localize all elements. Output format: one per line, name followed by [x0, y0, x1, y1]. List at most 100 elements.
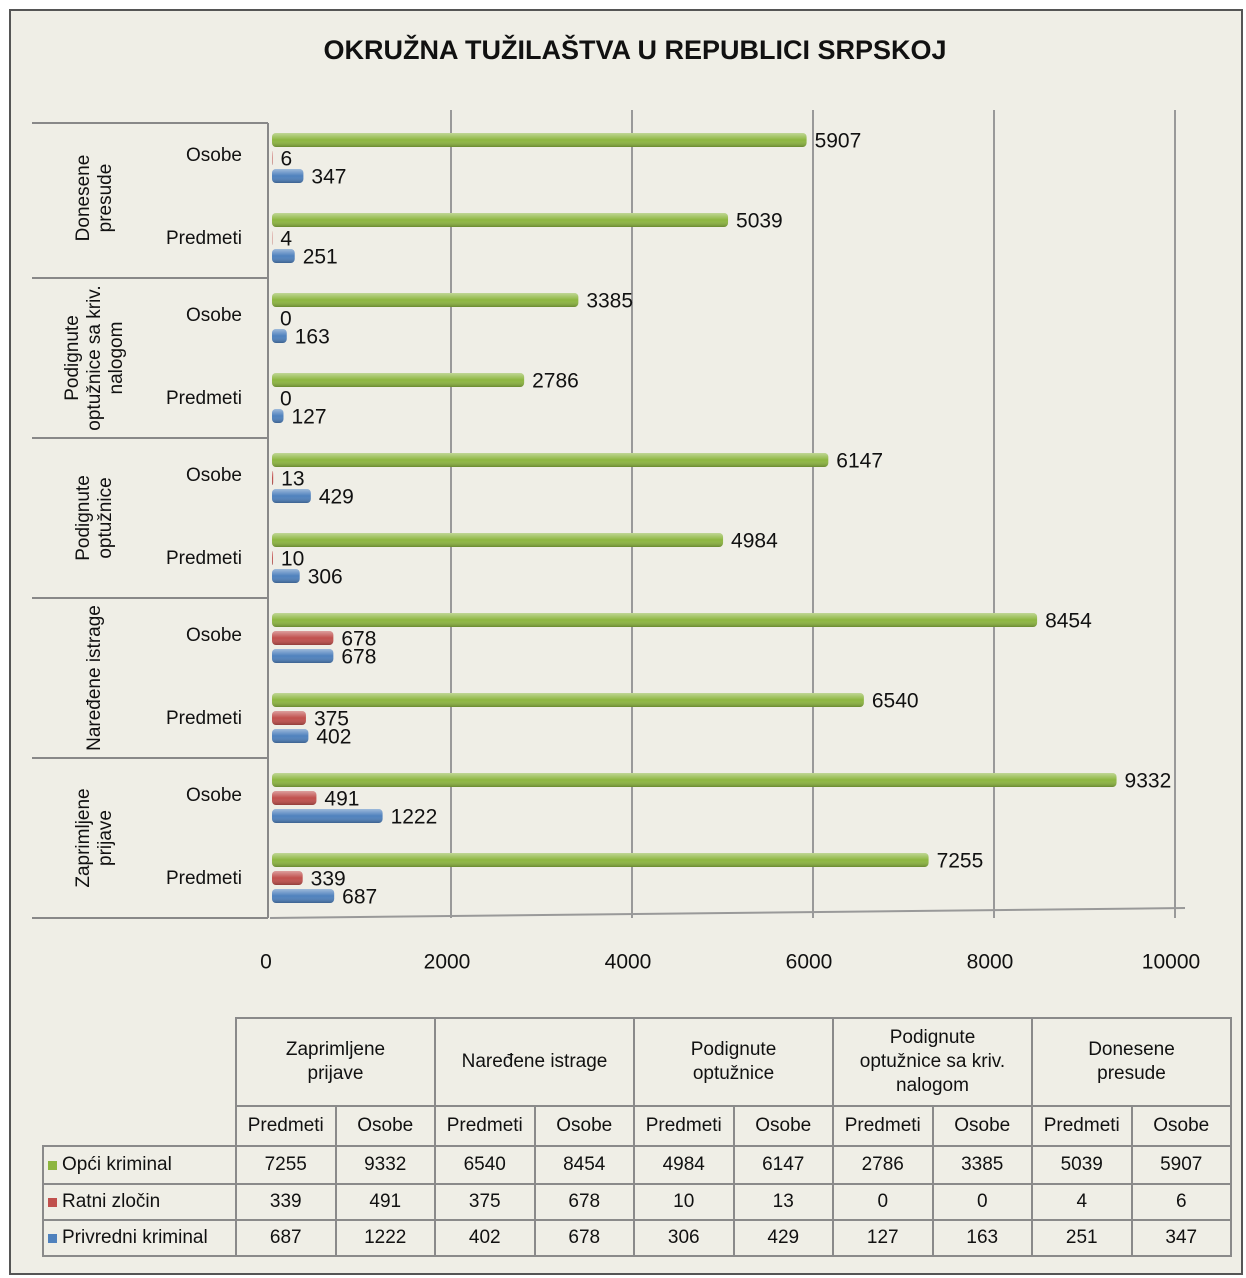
table-value: 9332: [334, 1145, 436, 1185]
table-value: 0: [832, 1183, 934, 1221]
category-label: Predmeti: [166, 548, 242, 569]
bar-shade: [272, 809, 383, 823]
bar-shade: [272, 471, 274, 485]
bar-shade: [272, 293, 579, 307]
bar-shade: [272, 249, 295, 263]
category-label: Osobe: [186, 305, 242, 326]
x-tick-label: 10000: [1142, 951, 1200, 974]
bar-shade: [272, 853, 929, 867]
table-row: Zaprimljene prijave Naređene istrage Podig…: [43, 1017, 1232, 1107]
legend-swatch: [48, 1234, 57, 1243]
x-axis-floor: [269, 907, 1186, 919]
table-value: 10: [633, 1183, 735, 1221]
data-label: 4: [280, 228, 292, 251]
table-sub-header: Predmeti: [1031, 1105, 1133, 1147]
group-label: Naređene istrage: [84, 605, 105, 751]
x-tick-label: 0: [260, 951, 272, 974]
bar-shade: [272, 533, 724, 547]
data-label: 7255: [937, 850, 984, 873]
data-table: Zaprimljene prijave Naređene istrage Podig…: [42, 1017, 1232, 1257]
table-group-header-text: Podignute optužnice sa kriv. nalogom: [859, 1027, 1006, 1096]
bar-shade: [272, 693, 864, 707]
table-value: 7255: [235, 1145, 337, 1185]
x-tick-label: 4000: [605, 951, 652, 974]
bar-shade: [272, 329, 287, 343]
bar-shade: [272, 791, 317, 805]
bar-shade: [272, 631, 334, 645]
bar-shade: [272, 551, 273, 565]
legend-cell: Opći kriminal: [42, 1145, 237, 1185]
table-sub-header: Osobe: [334, 1105, 436, 1147]
x-tick-label: 8000: [967, 951, 1014, 974]
category-label: Predmeti: [166, 868, 242, 889]
table-value: 347: [1130, 1219, 1232, 1257]
bar-shade: [272, 373, 525, 387]
table-value: 251: [1031, 1219, 1133, 1257]
table-group-header-text: Podignute optužnice: [690, 1039, 777, 1084]
table-row: Opći kriminal 7255 9332 6540 8454 4984 6147 278…: [42, 1145, 1232, 1185]
table-sub-header: Predmeti: [633, 1105, 735, 1147]
legend-swatch: [48, 1198, 57, 1207]
table-value: 127: [832, 1219, 934, 1257]
table-value: 5907: [1130, 1145, 1232, 1185]
bar-shade: [272, 871, 303, 885]
data-label: 687: [342, 886, 377, 909]
blank-cell: [43, 1106, 236, 1146]
table-value: 4984: [633, 1145, 735, 1185]
table-value: 0: [931, 1183, 1033, 1221]
data-label: 339: [311, 868, 346, 891]
table-value: 491: [334, 1183, 436, 1221]
legend-cell: Privredni kriminal: [42, 1219, 237, 1257]
bar-shade: [272, 453, 829, 467]
table-sub-header: Osobe: [732, 1105, 834, 1147]
data-label: 4984: [731, 530, 778, 553]
table-value: 2786: [832, 1145, 934, 1185]
group-label: Donesene presude: [73, 154, 116, 242]
category-label: Predmeti: [166, 708, 242, 729]
category-label: Osobe: [186, 625, 242, 646]
chart-title: OKRUŽNA TUŽILAŠTVA U REPUBLICI SRPSKOJ: [323, 34, 946, 65]
table-value: 402: [434, 1219, 536, 1257]
table-group-header-text: Naređene istrage: [461, 1051, 608, 1072]
table-value: 8454: [533, 1145, 635, 1185]
group-label: Podignute optužnice sa kriv. nalogom: [62, 285, 127, 431]
table-value: 339: [235, 1183, 337, 1221]
data-label: 251: [303, 246, 338, 269]
data-label: 678: [341, 628, 376, 651]
data-label: 5039: [736, 210, 783, 233]
category-label: Osobe: [186, 465, 242, 486]
table-value: 4: [1031, 1183, 1133, 1221]
data-label: 1222: [391, 806, 438, 829]
table-sub-header: Predmeti: [832, 1105, 934, 1147]
table-group-header-text: Zaprimljene prijave: [285, 1039, 386, 1084]
data-label: 375: [314, 708, 349, 731]
data-label: 13: [281, 468, 304, 491]
table-row: Ratni zločin 339 491 375 678 10 13 0 0 4 6: [42, 1183, 1232, 1221]
legend-label: Privredni kriminal: [62, 1227, 208, 1248]
bar-shade: [272, 773, 1117, 787]
bar-shade: [272, 169, 304, 183]
data-label: 491: [324, 788, 359, 811]
category-label: Osobe: [186, 785, 242, 806]
bar-shade: [272, 711, 306, 725]
bar-shade: [272, 649, 334, 663]
table-group-header: Naređene istrage: [434, 1017, 635, 1107]
table-row: Predmeti Osobe Predmeti Osobe Predmeti Osobe P…: [43, 1105, 1232, 1147]
table-group-header-text: Donesene presude: [1088, 1039, 1175, 1084]
table-value: 678: [533, 1183, 635, 1221]
data-label: 402: [316, 726, 351, 749]
bar-shade: [272, 613, 1038, 627]
table-group-header: Podignute optužnice: [633, 1017, 834, 1107]
group-label: Podignute optužnice: [73, 475, 116, 561]
table-value: 429: [732, 1219, 834, 1257]
x-tick-label: 2000: [424, 951, 471, 974]
table-value: 6: [1130, 1183, 1232, 1221]
category-label: Predmeti: [166, 228, 242, 249]
data-label: 163: [295, 326, 330, 349]
data-label: 8454: [1045, 610, 1092, 633]
bar-shade: [272, 133, 807, 147]
bar-shade: [272, 729, 309, 743]
table-sub-header: Predmeti: [235, 1105, 337, 1147]
table-value: 5039: [1031, 1145, 1133, 1185]
